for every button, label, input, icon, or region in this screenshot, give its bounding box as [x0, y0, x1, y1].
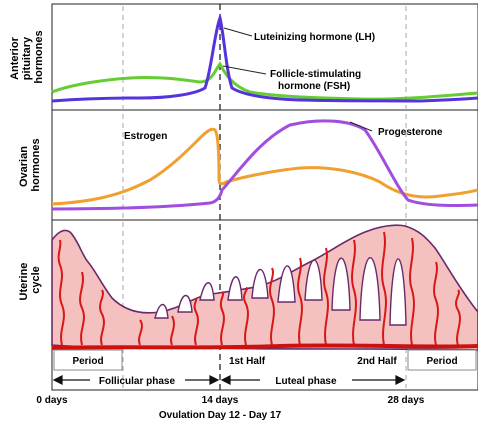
follicular-arrowhead-right — [209, 375, 220, 385]
spiral-artery — [79, 271, 85, 346]
spiral-artery — [99, 289, 105, 346]
lh-label: Luteinizing hormone (LH) — [254, 32, 375, 43]
day0-label: 0 days — [36, 395, 68, 406]
gland — [331, 257, 351, 311]
estrogen-label: Estrogen — [124, 131, 167, 142]
gland — [389, 258, 407, 326]
pituitary-row-label: Anterior pituitary hormones — [9, 30, 45, 83]
endometrial-glands — [154, 257, 407, 326]
luteal-arrowhead-right — [395, 375, 406, 385]
phase-arrows — [52, 375, 406, 385]
progesterone-label: Progesterone — [378, 127, 443, 138]
gland — [251, 268, 269, 299]
period-end-box — [407, 349, 477, 371]
endometrium-base — [51, 343, 478, 350]
spiral-artery — [170, 315, 175, 346]
fsh-leader — [222, 65, 267, 75]
lh-curve — [51, 13, 478, 103]
gland — [199, 282, 215, 301]
period-end-label: Period — [426, 356, 457, 367]
spiral-artery — [433, 261, 439, 346]
spiral-artery — [409, 237, 415, 346]
spiral-artery — [269, 267, 275, 346]
gland — [304, 259, 323, 301]
spiral-artery — [193, 297, 199, 346]
lh-leader — [223, 27, 253, 37]
spiral-artery — [57, 239, 65, 346]
gland — [154, 303, 169, 319]
gland — [359, 257, 381, 321]
gland — [227, 276, 243, 301]
ovulation-label: Ovulation Day 12 - Day 17 — [159, 410, 282, 421]
spiral-artery — [455, 289, 461, 346]
uterine-row-label: Uterine cycle — [18, 260, 42, 301]
endometrium — [51, 224, 478, 351]
day28-label: 28 days — [388, 395, 425, 406]
gland — [177, 294, 193, 313]
spiral-arteries — [57, 231, 461, 346]
spiral-artery — [323, 247, 329, 346]
fsh-label: Follicle-stimulating hormone (FSH) — [270, 69, 364, 92]
gland — [277, 265, 296, 303]
progesterone-curve — [51, 119, 478, 211]
follicular-phase-label: Follicular phase — [99, 376, 176, 387]
second-half-label: 2nd Half — [357, 356, 397, 367]
day14-label: 14 days — [202, 395, 239, 406]
luteal-phase-label: Luteal phase — [275, 376, 337, 387]
period-start-box — [53, 349, 123, 371]
follicular-arrowhead-left — [52, 375, 63, 385]
first-half-label: 1st Half — [229, 356, 266, 367]
spiral-artery — [351, 239, 357, 346]
spiral-artery — [381, 231, 387, 346]
period-start-label: Period — [72, 356, 103, 367]
fsh-curve — [51, 61, 478, 101]
luteal-arrowhead-left — [220, 375, 231, 385]
spiral-artery — [219, 291, 225, 346]
ovarian-row-label: Ovarian hormones — [18, 138, 42, 191]
progesterone-leader — [349, 121, 373, 132]
spiral-artery — [138, 319, 143, 346]
spiral-artery — [243, 287, 249, 346]
spiral-artery — [297, 257, 303, 346]
